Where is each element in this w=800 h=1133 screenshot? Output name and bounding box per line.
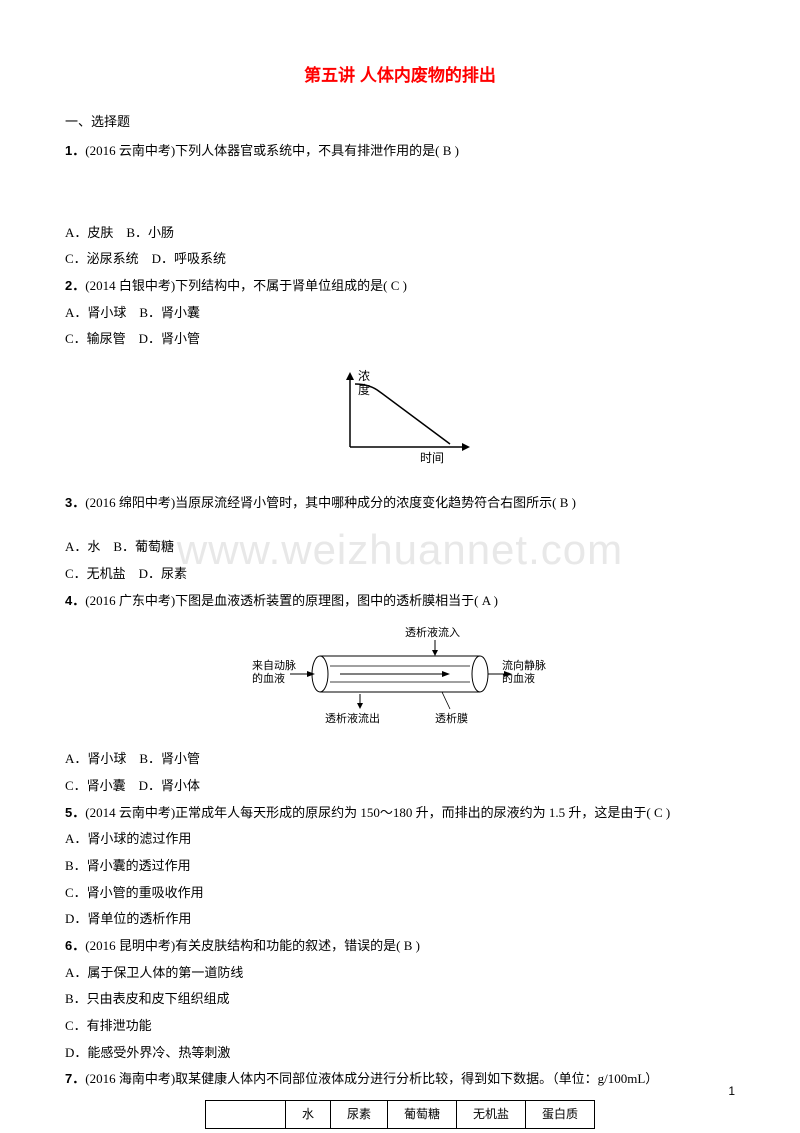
q7-table: 水 尿素 葡萄糖 无机盐 蛋白质 bbox=[205, 1100, 595, 1129]
q3-chart: 浓 度 时间 bbox=[65, 362, 735, 481]
q5-opt-b: B．肾小囊的透过作用 bbox=[65, 854, 735, 879]
q6-opt-c: C．有排泄功能 bbox=[65, 1014, 735, 1039]
page-title: 第五讲 人体内废物的排出 bbox=[65, 60, 735, 92]
question-1: 1．(2016 云南中考)下列人体器官或系统中，不具有排泄作用的是( B ) bbox=[65, 139, 735, 164]
q4-diagram: 透析液流入 来自动脉 的血液 流向静脉 的血液 透析液流出 透析膜 bbox=[65, 624, 735, 738]
q3-stem: (2016 绵阳中考)当原尿流经肾小管时，其中哪种成分的浓度变化趋势符合右图所示… bbox=[85, 495, 576, 510]
q7-stem: (2016 海南中考)取某健康人体内不同部位液体成分进行分析比较，得到如下数据。… bbox=[85, 1071, 658, 1086]
question-2: 2．(2014 白银中考)下列结构中，不属于肾单位组成的是( C ) bbox=[65, 274, 735, 299]
q3-opts-a: A．水 B．葡萄糖 bbox=[65, 535, 735, 560]
q7-num: 7． bbox=[65, 1071, 85, 1086]
svg-text:的血液: 的血液 bbox=[252, 671, 285, 685]
q1-stem: (2016 云南中考)下列人体器官或系统中，不具有排泄作用的是( B ) bbox=[85, 143, 459, 158]
question-5: 5．(2014 云南中考)正常成年人每天形成的原尿约为 150～180 升，而排… bbox=[65, 801, 735, 826]
q4-stem: (2016 广东中考)下图是血液透析装置的原理图，图中的透析膜相当于( A ) bbox=[85, 593, 498, 608]
q2-opts-b: C．输尿管 D．肾小管 bbox=[65, 327, 735, 352]
q5-opt-c: C．肾小管的重吸收作用 bbox=[65, 881, 735, 906]
q5-stem: (2014 云南中考)正常成年人每天形成的原尿约为 150～180 升，而排出的… bbox=[85, 805, 670, 820]
question-6: 6．(2016 昆明中考)有关皮肤结构和功能的叙述，错误的是( B ) bbox=[65, 934, 735, 959]
q6-num: 6． bbox=[65, 938, 85, 953]
q2-num: 2． bbox=[65, 278, 85, 293]
q1-opts-b: C．泌尿系统 D．呼吸系统 bbox=[65, 247, 735, 272]
table-header-4: 无机盐 bbox=[457, 1101, 526, 1129]
q5-opt-d: D．肾单位的透析作用 bbox=[65, 907, 735, 932]
table-header-5: 蛋白质 bbox=[526, 1101, 595, 1129]
q3-num: 3． bbox=[65, 495, 85, 510]
q6-stem: (2016 昆明中考)有关皮肤结构和功能的叙述，错误的是( B ) bbox=[85, 938, 420, 953]
q3-opts-b: C．无机盐 D．尿素 bbox=[65, 562, 735, 587]
q1-opts-a: A．皮肤 B．小肠 bbox=[65, 221, 735, 246]
q5-opt-a: A．肾小球的滤过作用 bbox=[65, 827, 735, 852]
svg-text:来自动脉: 来自动脉 bbox=[252, 658, 296, 672]
q2-stem: (2014 白银中考)下列结构中，不属于肾单位组成的是( C ) bbox=[85, 278, 407, 293]
q1-num: 1． bbox=[65, 143, 85, 158]
q6-opt-b: B．只由表皮和皮下组织组成 bbox=[65, 987, 735, 1012]
chart-ylabel: 浓 bbox=[358, 369, 370, 383]
q2-opts-a: A．肾小球 B．肾小囊 bbox=[65, 301, 735, 326]
section-header: 一、选择题 bbox=[65, 110, 735, 135]
svg-text:流向静脉: 流向静脉 bbox=[502, 658, 546, 672]
diag-bottom-left: 透析液流出 bbox=[325, 711, 380, 725]
diag-top: 透析液流入 bbox=[405, 625, 460, 639]
chart-xlabel: 时间 bbox=[420, 451, 444, 465]
q4-opts-a: A．肾小球 B．肾小管 bbox=[65, 747, 735, 772]
table-empty-cell bbox=[205, 1101, 285, 1129]
q5-num: 5． bbox=[65, 805, 85, 820]
table-header-1: 水 bbox=[285, 1101, 330, 1129]
table-header-2: 尿素 bbox=[330, 1101, 387, 1129]
q6-opt-d: D．能感受外界冷、热等刺激 bbox=[65, 1041, 735, 1066]
table-header-3: 葡萄糖 bbox=[387, 1101, 456, 1129]
question-4: 4．(2016 广东中考)下图是血液透析装置的原理图，图中的透析膜相当于( A … bbox=[65, 589, 735, 614]
diag-bottom-right: 透析膜 bbox=[435, 711, 468, 725]
q4-opts-b: C．肾小囊 D．肾小体 bbox=[65, 774, 735, 799]
question-3: 3．(2016 绵阳中考)当原尿流经肾小管时，其中哪种成分的浓度变化趋势符合右图… bbox=[65, 491, 735, 516]
q6-opt-a: A．属于保卫人体的第一道防线 bbox=[65, 961, 735, 986]
svg-text:度: 度 bbox=[358, 382, 370, 397]
svg-text:的血液: 的血液 bbox=[502, 671, 535, 685]
q4-num: 4． bbox=[65, 593, 85, 608]
page-content: 第五讲 人体内废物的排出 一、选择题 1．(2016 云南中考)下列人体器官或系… bbox=[65, 60, 735, 1129]
question-7: 7．(2016 海南中考)取某健康人体内不同部位液体成分进行分析比较，得到如下数… bbox=[65, 1067, 735, 1092]
